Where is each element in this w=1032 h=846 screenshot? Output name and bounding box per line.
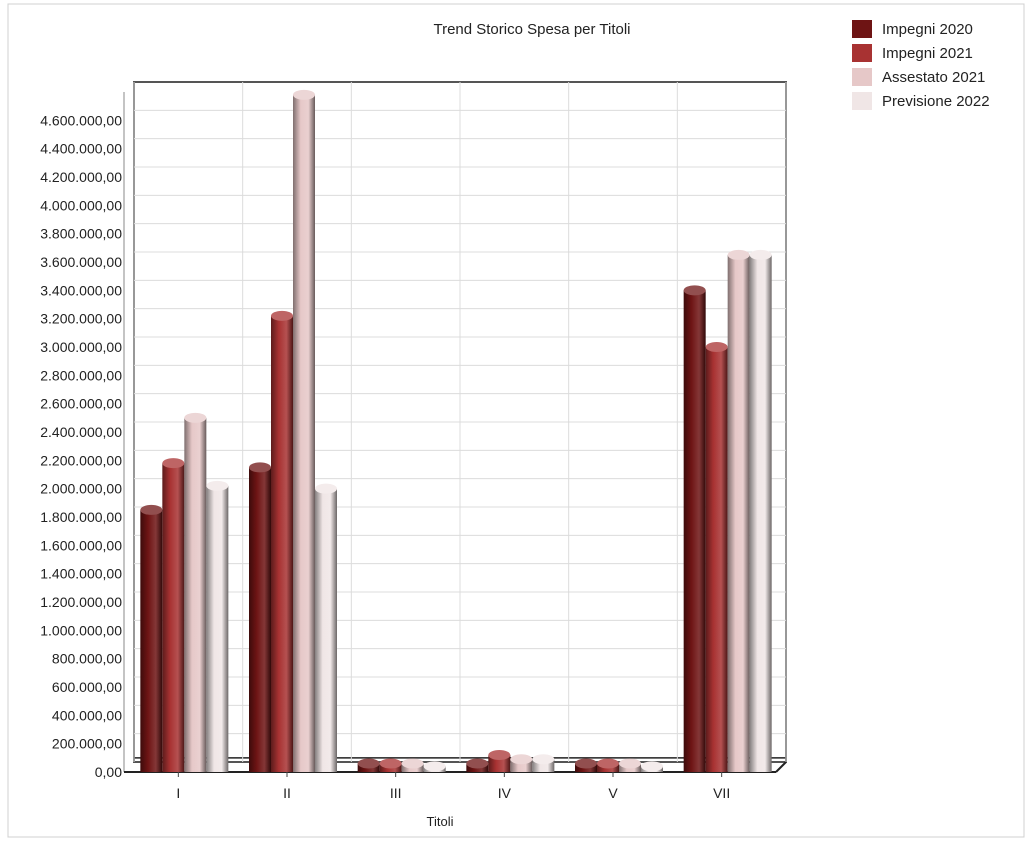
bar (315, 484, 337, 772)
y-tick-label: 1.200.000,00 (40, 594, 122, 610)
legend-label: Assestato 2021 (882, 69, 985, 86)
y-tick-label: 4.200.000,00 (40, 169, 122, 185)
bar (619, 759, 641, 773)
bar (532, 754, 554, 772)
x-tick-label: IV (498, 785, 512, 801)
y-tick-label: 1.800.000,00 (40, 509, 122, 525)
y-tick-label: 4.000.000,00 (40, 197, 122, 213)
y-tick-label: 2.800.000,00 (40, 367, 122, 383)
legend-label: Impegni 2021 (882, 45, 973, 62)
bar (271, 311, 293, 772)
bar (466, 759, 488, 773)
legend-label: Previsione 2022 (882, 93, 990, 110)
y-tick-label: 4.600.000,00 (40, 112, 122, 128)
y-tick-label: 3.800.000,00 (40, 226, 122, 242)
x-axis-title: Titoli (427, 814, 454, 829)
x-tick-label: V (608, 785, 618, 801)
bar (728, 250, 750, 772)
legend-label: Impegni 2020 (882, 21, 973, 38)
y-tick-label: 800.000,00 (52, 651, 122, 667)
y-tick-label: 2.200.000,00 (40, 452, 122, 468)
y-tick-label: 1.600.000,00 (40, 537, 122, 553)
y-tick-label: 200.000,00 (52, 736, 122, 752)
bar (184, 413, 206, 772)
bar (402, 759, 424, 773)
bar (424, 761, 446, 772)
y-tick-label: 2.600.000,00 (40, 396, 122, 412)
y-tick-label: 3.600.000,00 (40, 254, 122, 270)
bar (575, 759, 597, 773)
bar (750, 250, 772, 772)
legend-swatch (852, 44, 872, 62)
bar (358, 759, 380, 773)
legend-item: Impegni 2021 (852, 44, 973, 62)
legend-swatch (852, 92, 872, 110)
bar (249, 462, 271, 772)
bar (641, 761, 663, 772)
y-tick-label: 2.000.000,00 (40, 481, 122, 497)
bar (684, 285, 706, 772)
bar (706, 342, 728, 772)
legend-swatch (852, 68, 872, 86)
y-tick-label: 3.200.000,00 (40, 311, 122, 327)
chart-title: Trend Storico Spesa per Titoli (433, 21, 630, 38)
legend-item: Impegni 2020 (852, 20, 973, 38)
y-tick-label: 2.400.000,00 (40, 424, 122, 440)
bar (293, 90, 315, 772)
bar (488, 750, 510, 772)
bar (510, 754, 532, 772)
y-tick-label: 600.000,00 (52, 679, 122, 695)
legend-swatch (852, 20, 872, 38)
bar (162, 458, 184, 772)
bar (597, 759, 619, 773)
bar (140, 505, 162, 772)
y-tick-label: 400.000,00 (52, 707, 122, 723)
bar (380, 759, 402, 773)
y-tick-label: 1.400.000,00 (40, 566, 122, 582)
x-tick-label: II (283, 785, 291, 801)
y-tick-label: 3.000.000,00 (40, 339, 122, 355)
bar (206, 481, 228, 772)
y-tick-label: 1.000.000,00 (40, 622, 122, 638)
x-tick-label: I (176, 785, 180, 801)
x-tick-label: VII (713, 785, 730, 801)
y-tick-label: 0,00 (95, 764, 122, 780)
y-tick-label: 4.400.000,00 (40, 141, 122, 157)
x-tick-label: III (390, 785, 402, 801)
y-tick-label: 3.400.000,00 (40, 282, 122, 298)
